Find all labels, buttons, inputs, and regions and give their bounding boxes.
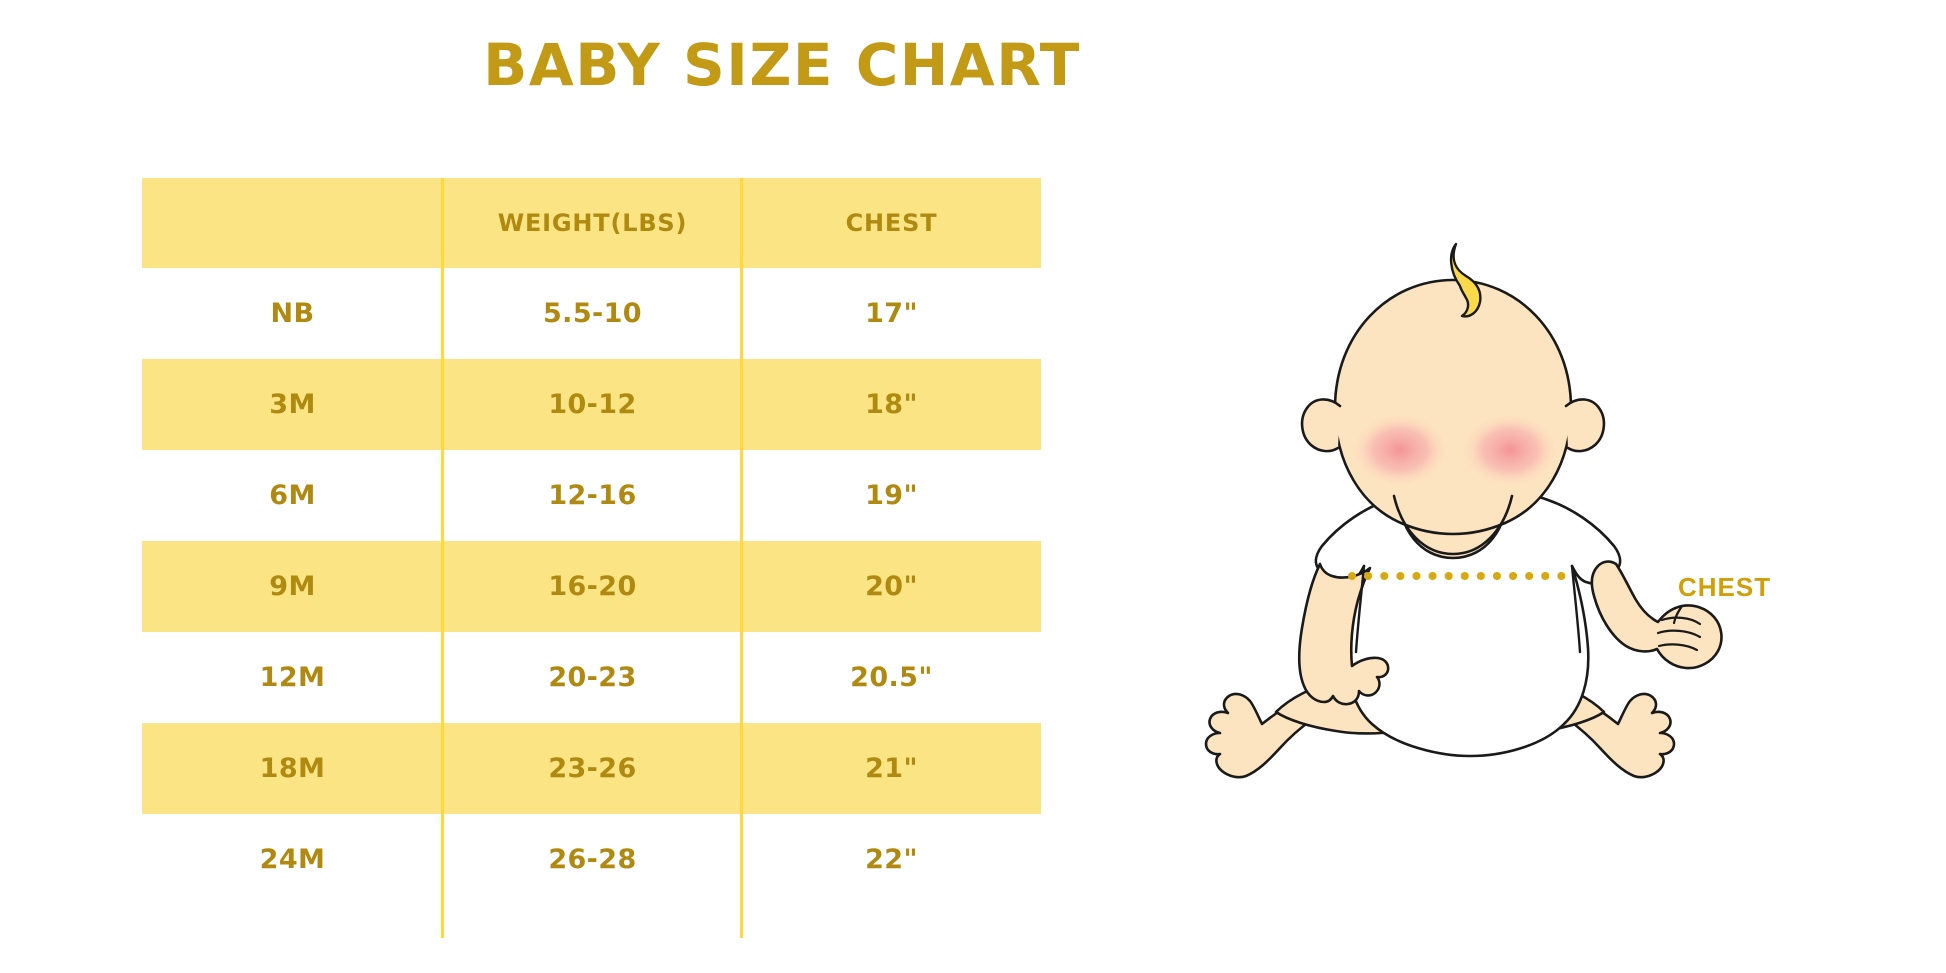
table-row: 18M 23-26 21" xyxy=(142,723,1041,814)
baby-head xyxy=(1300,242,1606,536)
cell-size: NB xyxy=(270,298,315,329)
cell-chest: 22" xyxy=(865,844,918,875)
header-cell-chest: CHEST xyxy=(845,209,938,237)
cell-weight: 16-20 xyxy=(548,571,637,602)
cell-size: 9M xyxy=(269,571,316,602)
cell-weight: 12-16 xyxy=(548,480,637,511)
blush-right xyxy=(1460,412,1560,488)
baby-left-ear xyxy=(1300,398,1342,453)
table-row: NB 5.5-10 17" xyxy=(142,268,1041,359)
baby-illustration xyxy=(1150,228,1730,828)
table-header-row: WEIGHT(LBS) CHEST xyxy=(142,178,1041,268)
table-row: 3M 10-12 18" xyxy=(142,359,1041,450)
cell-weight: 23-26 xyxy=(548,753,637,784)
sleeve-seam-right xyxy=(1570,564,1582,654)
page-title-text: BABY SIZE CHART xyxy=(483,31,1081,99)
cell-size: 3M xyxy=(269,389,316,420)
cell-weight: 20-23 xyxy=(548,662,637,693)
sleeve-seam-left xyxy=(1354,564,1366,654)
table-row: 6M 12-16 19" xyxy=(142,450,1041,541)
cell-chest: 20.5" xyxy=(850,662,933,693)
header-cell-weight: WEIGHT(LBS) xyxy=(497,209,688,237)
cell-chest: 17" xyxy=(865,298,918,329)
cell-size: 18M xyxy=(259,753,326,784)
table-row: 12M 20-23 20.5" xyxy=(142,632,1041,723)
baby-right-arm xyxy=(1590,560,1723,670)
cell-size: 6M xyxy=(269,480,316,511)
cell-weight: 5.5-10 xyxy=(542,298,642,329)
table-row: 24M 26-28 22" xyxy=(142,814,1041,905)
cell-chest: 21" xyxy=(865,753,918,784)
header-cell-size xyxy=(142,178,443,268)
blush-left xyxy=(1350,412,1450,488)
page-title: BABY SIZE CHART xyxy=(0,30,1946,100)
baby-figure-svg xyxy=(1204,242,1723,779)
column-divider-1 xyxy=(441,178,444,938)
chest-label: CHEST xyxy=(1678,572,1772,602)
cell-weight: 26-28 xyxy=(548,844,637,875)
cell-weight: 10-12 xyxy=(548,389,637,420)
baby-right-ear xyxy=(1564,398,1606,453)
cell-size: 24M xyxy=(259,844,326,875)
size-table: WEIGHT(LBS) CHEST NB 5.5-10 17" 3M 10-12… xyxy=(142,178,1041,938)
hair-curl xyxy=(1449,242,1482,318)
cell-chest: 19" xyxy=(865,480,918,511)
cell-chest: 18" xyxy=(865,389,918,420)
cell-chest: 20" xyxy=(865,571,918,602)
column-divider-2 xyxy=(740,178,743,938)
table-row: 9M 16-20 20" xyxy=(142,541,1041,632)
cell-size: 12M xyxy=(259,662,326,693)
